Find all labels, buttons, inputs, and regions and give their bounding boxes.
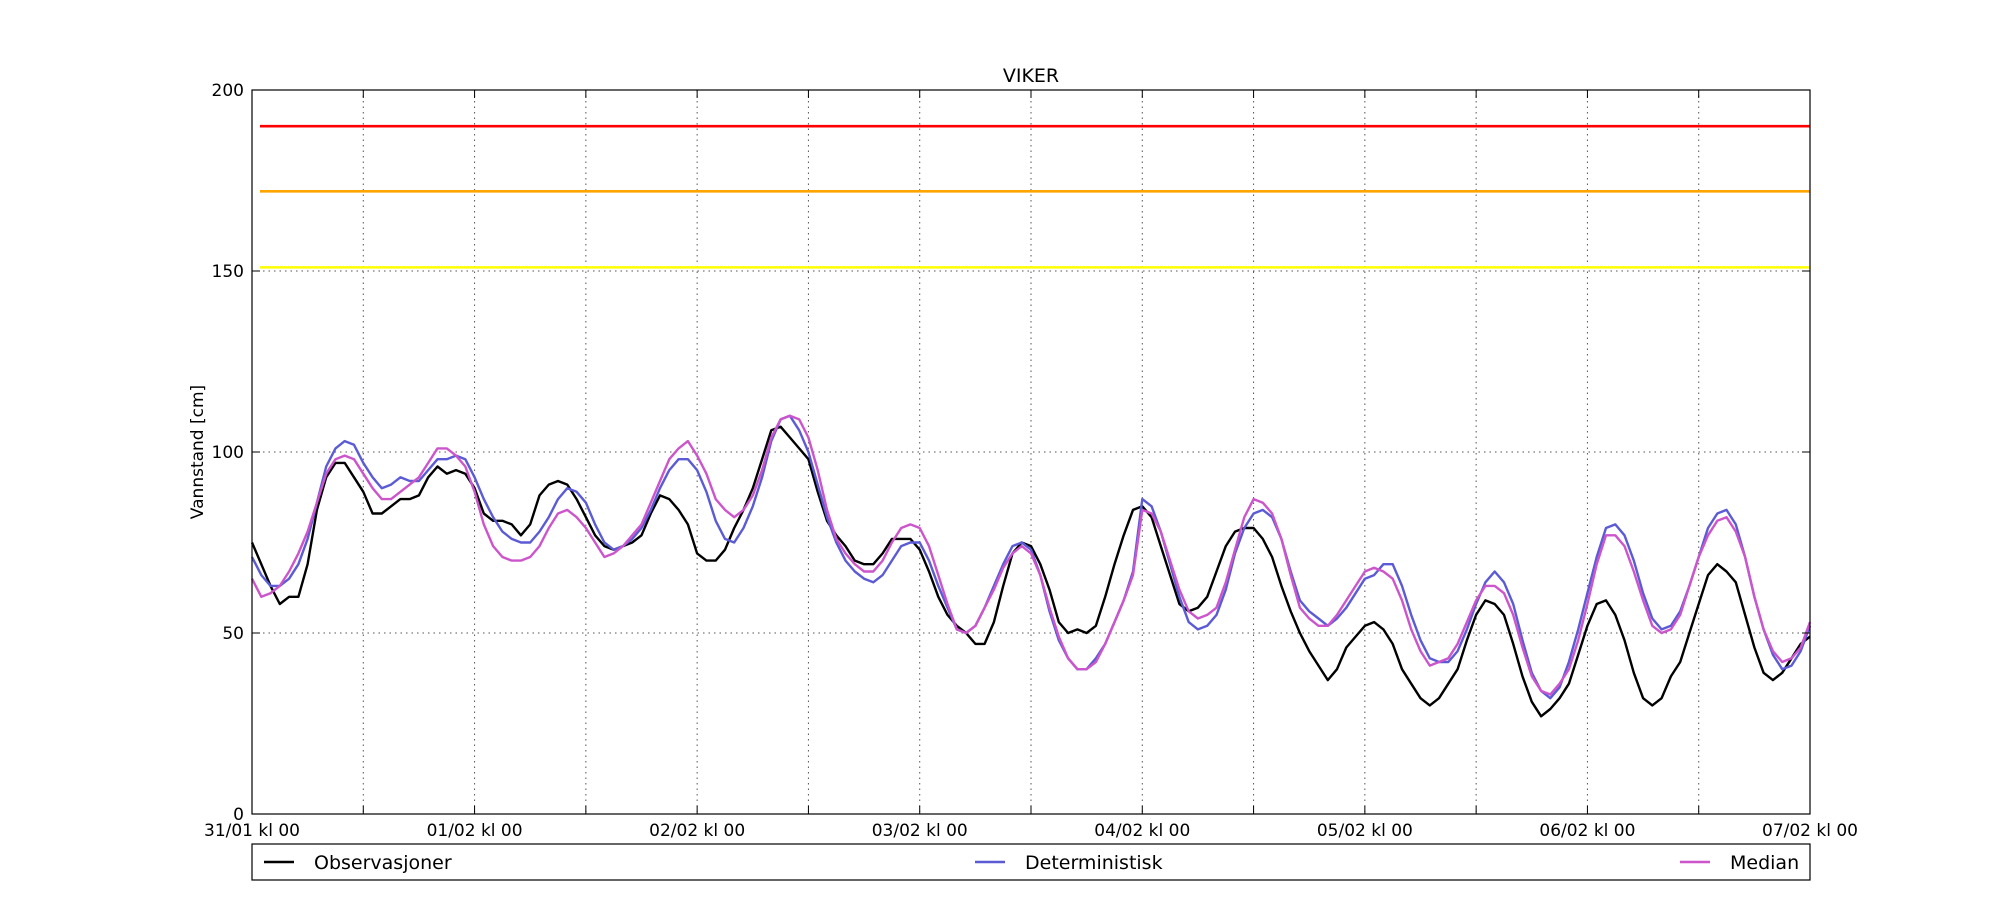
series-line-observasjoner [250,425,1811,718]
series-line-median [250,414,1812,696]
legend-box [251,843,1811,881]
x-tick-label: 03/02 kl 00 [872,821,968,841]
series-lines [250,414,1812,718]
legend-label: Deterministisk [1025,852,1163,874]
x-tick-label: 04/02 kl 00 [1094,821,1190,841]
plot-frame [251,89,1811,815]
x-tick-label: 06/02 kl 00 [1539,821,1635,841]
x-tick-label: 05/02 kl 00 [1317,821,1413,841]
y-tick-label: 200 [212,81,244,101]
y-tick-label: 100 [212,443,244,463]
legend-label: Observasjoner [314,852,452,874]
threshold-lines [260,124,1810,269]
series-line-deterministisk [250,414,1812,700]
grid [252,90,1810,814]
x-tick-label: 31/01 kl 00 [204,821,300,841]
y-tick-label: 150 [212,262,244,282]
axis-ticks: 0 50 100 150 200 31/01 kl 00 01/02 kl 00 02/02 … [204,81,1858,841]
y-tick-label: 0 [233,805,244,825]
x-tick-label: 02/02 kl 00 [649,821,745,841]
y-tick-label: 50 [222,624,244,644]
legend: Observasjoner Deterministisk Median [251,843,1811,881]
chart-title: VIKER [1003,65,1059,87]
legend-label: Median [1730,852,1799,874]
x-tick-label: 01/02 kl 00 [427,821,523,841]
y-axis-label: Vannstand [cm] [188,385,208,519]
x-tick-label: 07/02 kl 00 [1762,821,1858,841]
